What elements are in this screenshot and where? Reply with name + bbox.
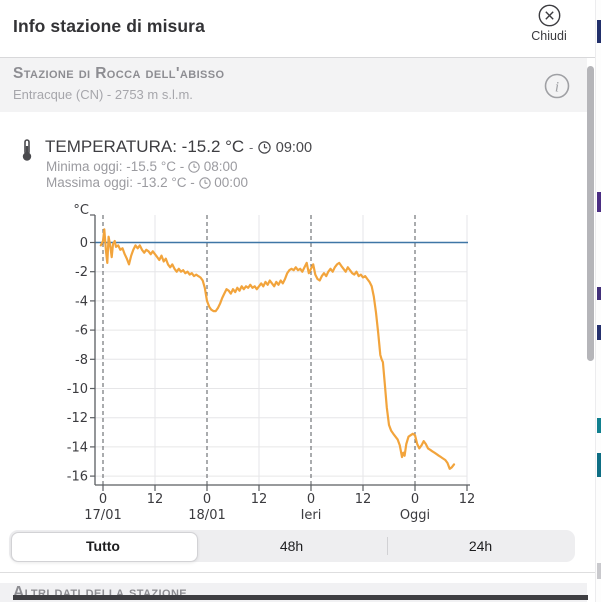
svg-text:-14: -14 <box>67 440 88 455</box>
svg-text:Ieri: Ieri <box>301 508 322 523</box>
svg-text:18/01: 18/01 <box>188 508 225 523</box>
tab-label: 24h <box>468 538 493 554</box>
svg-text:-16: -16 <box>67 470 88 485</box>
background-fragment <box>597 563 601 579</box>
min-time: 08:00 <box>203 159 238 174</box>
station-name: Stazione di Rocca dell'abisso <box>13 65 225 82</box>
background-page-edge <box>595 0 601 602</box>
svg-text:0: 0 <box>307 492 315 507</box>
station-subtitle: Entracque (CN) - 2753 m s.l.m. <box>13 87 193 102</box>
max-time: 00:00 <box>214 175 249 190</box>
svg-text:-4: -4 <box>75 294 88 309</box>
background-fragment <box>597 20 601 43</box>
svg-text:i: i <box>555 80 559 96</box>
tab-24h[interactable]: 24h <box>386 530 575 562</box>
clock-icon <box>198 176 211 189</box>
segment-divider <box>386 537 388 555</box>
clock-icon <box>258 140 271 154</box>
max-value: -13.2 °C <box>136 175 187 190</box>
info-icon: i <box>544 73 570 99</box>
svg-text:Oggi: Oggi <box>400 508 430 523</box>
separator: - <box>179 159 185 174</box>
clock-icon <box>188 160 200 173</box>
time-range-segmented-control: Tutto 48h 24h <box>9 530 575 562</box>
background-fragment <box>597 287 601 300</box>
svg-text:12: 12 <box>355 492 372 507</box>
separator: - <box>248 140 254 155</box>
scrollbar-thumb[interactable] <box>587 66 594 361</box>
separator: - <box>190 175 195 190</box>
svg-text:0: 0 <box>99 492 107 507</box>
svg-text:17/01: 17/01 <box>84 508 121 523</box>
svg-text:12: 12 <box>251 492 268 507</box>
temperature-current-row: TEMPERATURA: -15.2 °C - 09:00 <box>45 137 312 157</box>
close-button[interactable]: Chiudi <box>526 4 572 52</box>
svg-text:-8: -8 <box>75 353 88 368</box>
info-button[interactable]: i <box>544 73 570 99</box>
svg-text:-2: -2 <box>75 265 88 280</box>
svg-text:-6: -6 <box>75 324 88 339</box>
station-header: Stazione di Rocca dell'abisso Entracque … <box>0 58 587 112</box>
tab-48h[interactable]: 48h <box>197 530 386 562</box>
section-divider <box>0 572 595 573</box>
selected-segment-pill <box>10 531 198 562</box>
min-value: -15.5 °C <box>126 159 176 174</box>
page-title: Info stazione di misura <box>13 16 205 36</box>
thermometer-icon <box>22 139 32 161</box>
svg-text:-12: -12 <box>67 411 88 426</box>
temperature-max-row: Massima oggi: -13.2 °C - 00:00 <box>46 175 248 190</box>
temperature-label: TEMPERATURA: <box>45 137 177 156</box>
svg-text:0: 0 <box>80 236 88 251</box>
min-label: Minima oggi: <box>46 159 123 174</box>
svg-text:-10: -10 <box>67 382 88 397</box>
svg-text:0: 0 <box>203 492 211 507</box>
temperature-min-row: Minima oggi: -15.5 °C - 08:00 <box>46 159 238 174</box>
svg-text:12: 12 <box>147 492 164 507</box>
background-fragment <box>597 453 601 477</box>
tab-label: Tutto <box>86 538 120 554</box>
tab-label: 48h <box>279 538 304 554</box>
tab-tutto[interactable]: Tutto <box>9 530 197 562</box>
background-fragment <box>597 418 601 433</box>
max-label: Massima oggi: <box>46 175 134 190</box>
header-divider <box>0 57 595 58</box>
modal-header: Info stazione di misura Chiudi <box>0 0 595 57</box>
svg-text:0: 0 <box>411 492 419 507</box>
cutoff-dark-bar <box>13 595 588 600</box>
background-fragment <box>597 192 601 212</box>
svg-text:°C: °C <box>73 203 89 218</box>
close-button-label: Chiudi <box>531 29 567 43</box>
close-icon <box>538 4 560 27</box>
svg-text:12: 12 <box>459 492 476 507</box>
background-fragment <box>597 325 601 340</box>
temperature-current-time: 09:00 <box>275 140 313 156</box>
temperature-current-value: -15.2 °C <box>181 137 245 156</box>
